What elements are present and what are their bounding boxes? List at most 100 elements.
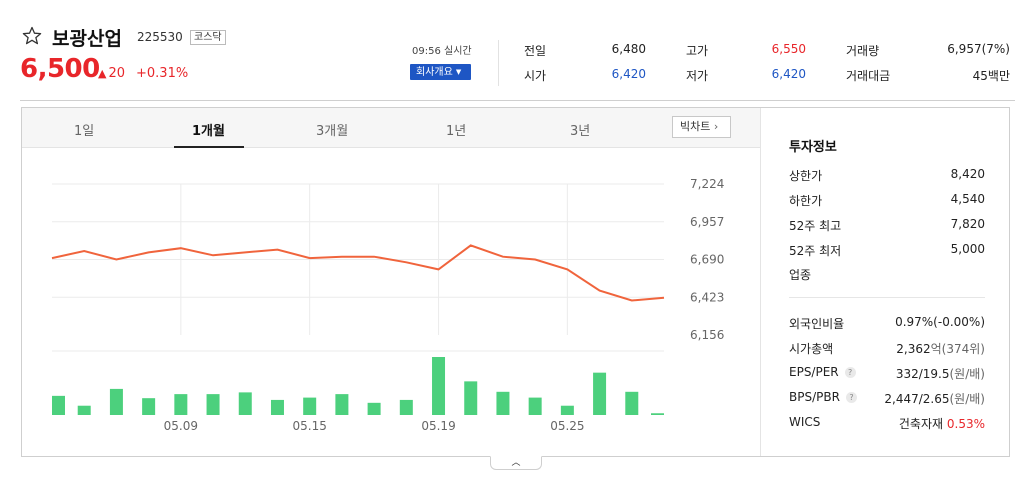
current-price: 6,500 (20, 54, 100, 84)
volume-bar (432, 357, 446, 415)
x-tick-label: 05.19 (421, 419, 455, 433)
caret-down-icon: ▼ (455, 68, 462, 76)
volume-bar (464, 381, 478, 415)
wics-sector[interactable]: 건축자재 (898, 417, 944, 431)
big-chart-label: 빅차트 (680, 120, 711, 133)
expand-button[interactable]: ︿ (490, 456, 542, 470)
investment-info-panel: 투자정보 상한가 8,420 하한가 4,540 52주 최고 7,820 52주 최… (760, 108, 1009, 456)
low52-row: 52주 최저 5,000 (789, 242, 985, 258)
y-tick-label: 6,957 (690, 215, 724, 229)
bps-pbr-label: BPS/PBR (789, 390, 840, 404)
prev-close-value: 6,480 (611, 42, 646, 56)
period-tabs: 1일 1개월 3개월 1년 3년 빅차트 › (22, 108, 760, 148)
volume-bar (593, 372, 607, 415)
market-cap-value: 2,362 (896, 342, 931, 356)
y-tick-label: 6,423 (690, 290, 724, 304)
divider (498, 40, 499, 86)
y-tick-label: 7,224 (690, 177, 724, 191)
tab-1y[interactable]: 1년 (446, 124, 467, 139)
upper-limit-row: 상한가 8,420 (789, 167, 985, 183)
header-divider (20, 100, 1015, 101)
x-tick-label: 05.15 (293, 419, 327, 433)
chevron-up-icon: ︿ (511, 458, 521, 468)
company-overview-label: 회사개요 (416, 67, 453, 78)
open-label: 시가 (524, 69, 547, 83)
active-tab-indicator (174, 146, 244, 148)
info-divider (789, 297, 985, 298)
help-icon[interactable]: ? (845, 392, 857, 403)
info-title: 투자정보 (789, 140, 837, 155)
eps-per-row: EPS/PER? 332/19.5(원/배) (789, 365, 985, 381)
wics-change: 0.53% (946, 417, 985, 431)
volume-bar (399, 399, 413, 415)
volume-bar (52, 395, 65, 415)
market-cap-unit: 억(374위) (930, 342, 985, 356)
volume-bar (560, 405, 574, 415)
sector-row: 업종 (789, 266, 985, 282)
foreign-ratio-row: 외국인비율 0.97%(-0.00%) (789, 315, 985, 331)
x-tick-label: 05.09 (164, 419, 198, 433)
stock-code: 225530 (137, 30, 183, 44)
price-change-value: 20 (108, 66, 126, 81)
lower-limit-label: 하한가 (789, 194, 823, 208)
volume-bar (109, 388, 123, 415)
favorite-star-icon[interactable] (22, 26, 42, 46)
up-arrow-icon: ▲ (98, 67, 107, 80)
volume-bar (206, 394, 220, 415)
volume-bar (270, 399, 284, 415)
eps-per-value: 332/19.5 (895, 367, 950, 381)
big-chart-button[interactable]: 빅차트 › (672, 116, 731, 138)
y-tick-label: 6,156 (690, 328, 724, 342)
volume-bar (528, 397, 542, 415)
bps-pbr-unit: (원/배) (949, 392, 986, 406)
low-label: 저가 (686, 69, 709, 83)
high-value: 6,550 (771, 42, 806, 56)
high52-row: 52주 최고 7,820 (789, 217, 985, 233)
foreign-ratio-value: 0.97%(-0.00%) (895, 315, 985, 329)
stock-header: 보광산업 225530 코스닥 6,500 ▲ 20 +0.31% 09:56 실… (0, 0, 1036, 100)
chevron-right-icon: › (713, 120, 719, 133)
prev-close-label: 전일 (524, 44, 547, 58)
volume-bar (367, 402, 381, 415)
tab-3m[interactable]: 3개월 (316, 124, 349, 139)
volume-bar (238, 392, 252, 415)
volume-bar (651, 413, 664, 415)
market-badge: 코스닥 (190, 30, 226, 45)
y-tick-label: 6,690 (690, 253, 724, 267)
low-value: 6,420 (771, 67, 806, 81)
high52-value: 7,820 (950, 217, 985, 231)
wics-label: WICS (789, 415, 821, 429)
realtime-label: 09:56 실시간 (412, 46, 472, 57)
bps-pbr-row: BPS/PBR? 2,447/2.65(원/배) (789, 390, 985, 406)
volume-bar (496, 391, 510, 415)
stock-name: 보광산업 (52, 28, 122, 50)
company-overview-button[interactable]: 회사개요 ▼ (410, 64, 471, 80)
volume-bar (142, 398, 156, 415)
trade-value-label: 거래대금 (846, 69, 891, 83)
price-change-percent: +0.31% (136, 66, 189, 81)
volume-label: 거래량 (846, 44, 880, 58)
tab-1d[interactable]: 1일 (74, 124, 95, 139)
market-cap-row: 시가총액 2,362억(374위) (789, 340, 985, 356)
volume-bar (77, 405, 91, 415)
foreign-ratio-label: 외국인비율 (789, 317, 845, 331)
price-chart[interactable]: 7,224 6,957 6,690 6,423 6,156 05.09 05.15 05.19… (22, 148, 760, 456)
sector-label: 업종 (789, 268, 812, 282)
x-tick-label: 05.25 (550, 419, 584, 433)
high-label: 고가 (686, 44, 709, 58)
low52-value: 5,000 (950, 242, 985, 256)
volume-bar (174, 394, 188, 415)
lower-limit-value: 4,540 (950, 192, 985, 206)
wics-row: WICS 건축자재 0.53% (789, 415, 985, 431)
low52-label: 52주 최저 (789, 244, 842, 258)
chart-container: 1일 1개월 3개월 1년 3년 빅차트 › 7,224 6,957 6,690 6,… (21, 107, 1010, 457)
tab-1m[interactable]: 1개월 (192, 124, 225, 139)
volume-bar (625, 391, 639, 415)
eps-per-label: EPS/PER (789, 365, 839, 379)
trade-value-value: 45백만 (972, 69, 1010, 83)
high52-label: 52주 최고 (789, 219, 842, 233)
tab-3y[interactable]: 3년 (570, 124, 591, 139)
price-line (51, 244, 665, 302)
bps-pbr-value: 2,447/2.65 (884, 392, 950, 406)
help-icon[interactable]: ? (844, 367, 856, 378)
